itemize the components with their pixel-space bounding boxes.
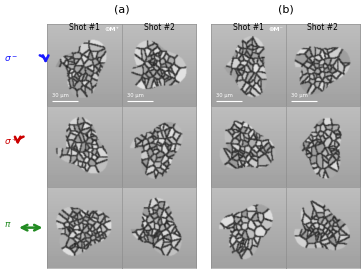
Text: 30 μm: 30 μm <box>52 93 69 98</box>
Text: 30 μm: 30 μm <box>216 93 233 98</box>
Text: $\sigma^-$: $\sigma^-$ <box>4 55 18 64</box>
Text: (b): (b) <box>278 4 294 14</box>
Text: Shot #1: Shot #1 <box>69 23 100 32</box>
Text: ⊗M⁻: ⊗M⁻ <box>268 27 283 32</box>
Text: 30 μm: 30 μm <box>127 93 144 98</box>
Text: $\sigma^+$: $\sigma^+$ <box>4 135 18 147</box>
Text: $\pi$: $\pi$ <box>4 220 11 230</box>
Text: Shot #2: Shot #2 <box>307 23 338 32</box>
Text: (a): (a) <box>114 4 130 14</box>
Text: Shot #2: Shot #2 <box>144 23 174 32</box>
Text: ⊙M⁺: ⊙M⁺ <box>105 27 119 32</box>
Text: 30 μm: 30 μm <box>291 93 308 98</box>
Text: Shot #1: Shot #1 <box>233 23 264 32</box>
